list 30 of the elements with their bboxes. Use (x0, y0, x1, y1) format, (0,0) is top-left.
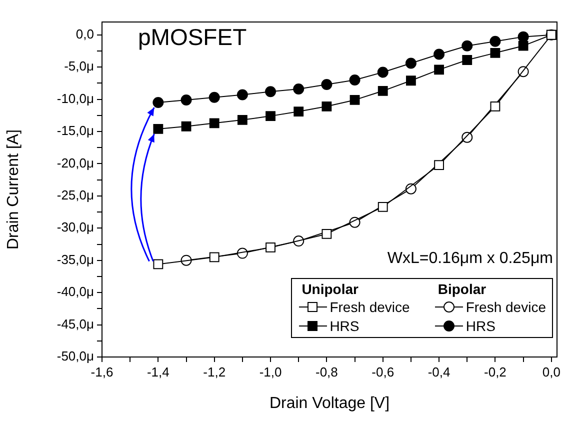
y-tick-label: 0,0 (76, 26, 94, 42)
x-tick-label: -1,6 (90, 364, 114, 380)
y-tick-label: -5,0μ (64, 58, 94, 74)
x-tick-label: -0,2 (484, 364, 506, 380)
x-tick-label: -0,6 (372, 364, 394, 380)
x-tick-label: -0,8 (315, 364, 338, 380)
y-tick-label: -50,0μ (56, 348, 94, 364)
y-tick-label: -15,0μ (56, 123, 94, 138)
annotation: WxL=0.16μm x 0.25μm (387, 250, 553, 268)
annotation: Unipolar (302, 281, 360, 297)
x-tick-label: -1,4 (146, 364, 170, 380)
x-tick-label: -1,0 (259, 364, 282, 380)
y-tick-label: -25,0μ (56, 188, 94, 203)
x-axis-title: Drain Voltage [V] (269, 394, 390, 412)
y-tick-label: -45,0μ (56, 316, 94, 332)
legend-label: Fresh device (466, 298, 546, 314)
y-tick-label: -35,0μ (56, 252, 94, 267)
y-axis-title: Drain Current [A] (5, 129, 22, 250)
annotation: Bipolar (438, 281, 488, 297)
x-tick-label: -0,4 (428, 364, 450, 380)
x-tick-label: 0,0 (542, 364, 560, 380)
x-tick-label: -1,2 (203, 364, 226, 380)
annotation: pMOSFET (138, 24, 247, 51)
y-tick-label: -20,0μ (56, 155, 94, 170)
legend-label: HRS (330, 318, 360, 334)
legend-label: Fresh device (330, 298, 410, 314)
legend-label: HRS (466, 318, 496, 334)
y-tick-label: -10,0μ (56, 90, 94, 106)
y-tick-label: -30,0μ (56, 220, 94, 235)
y-tick-label: -40,0μ (56, 284, 94, 300)
